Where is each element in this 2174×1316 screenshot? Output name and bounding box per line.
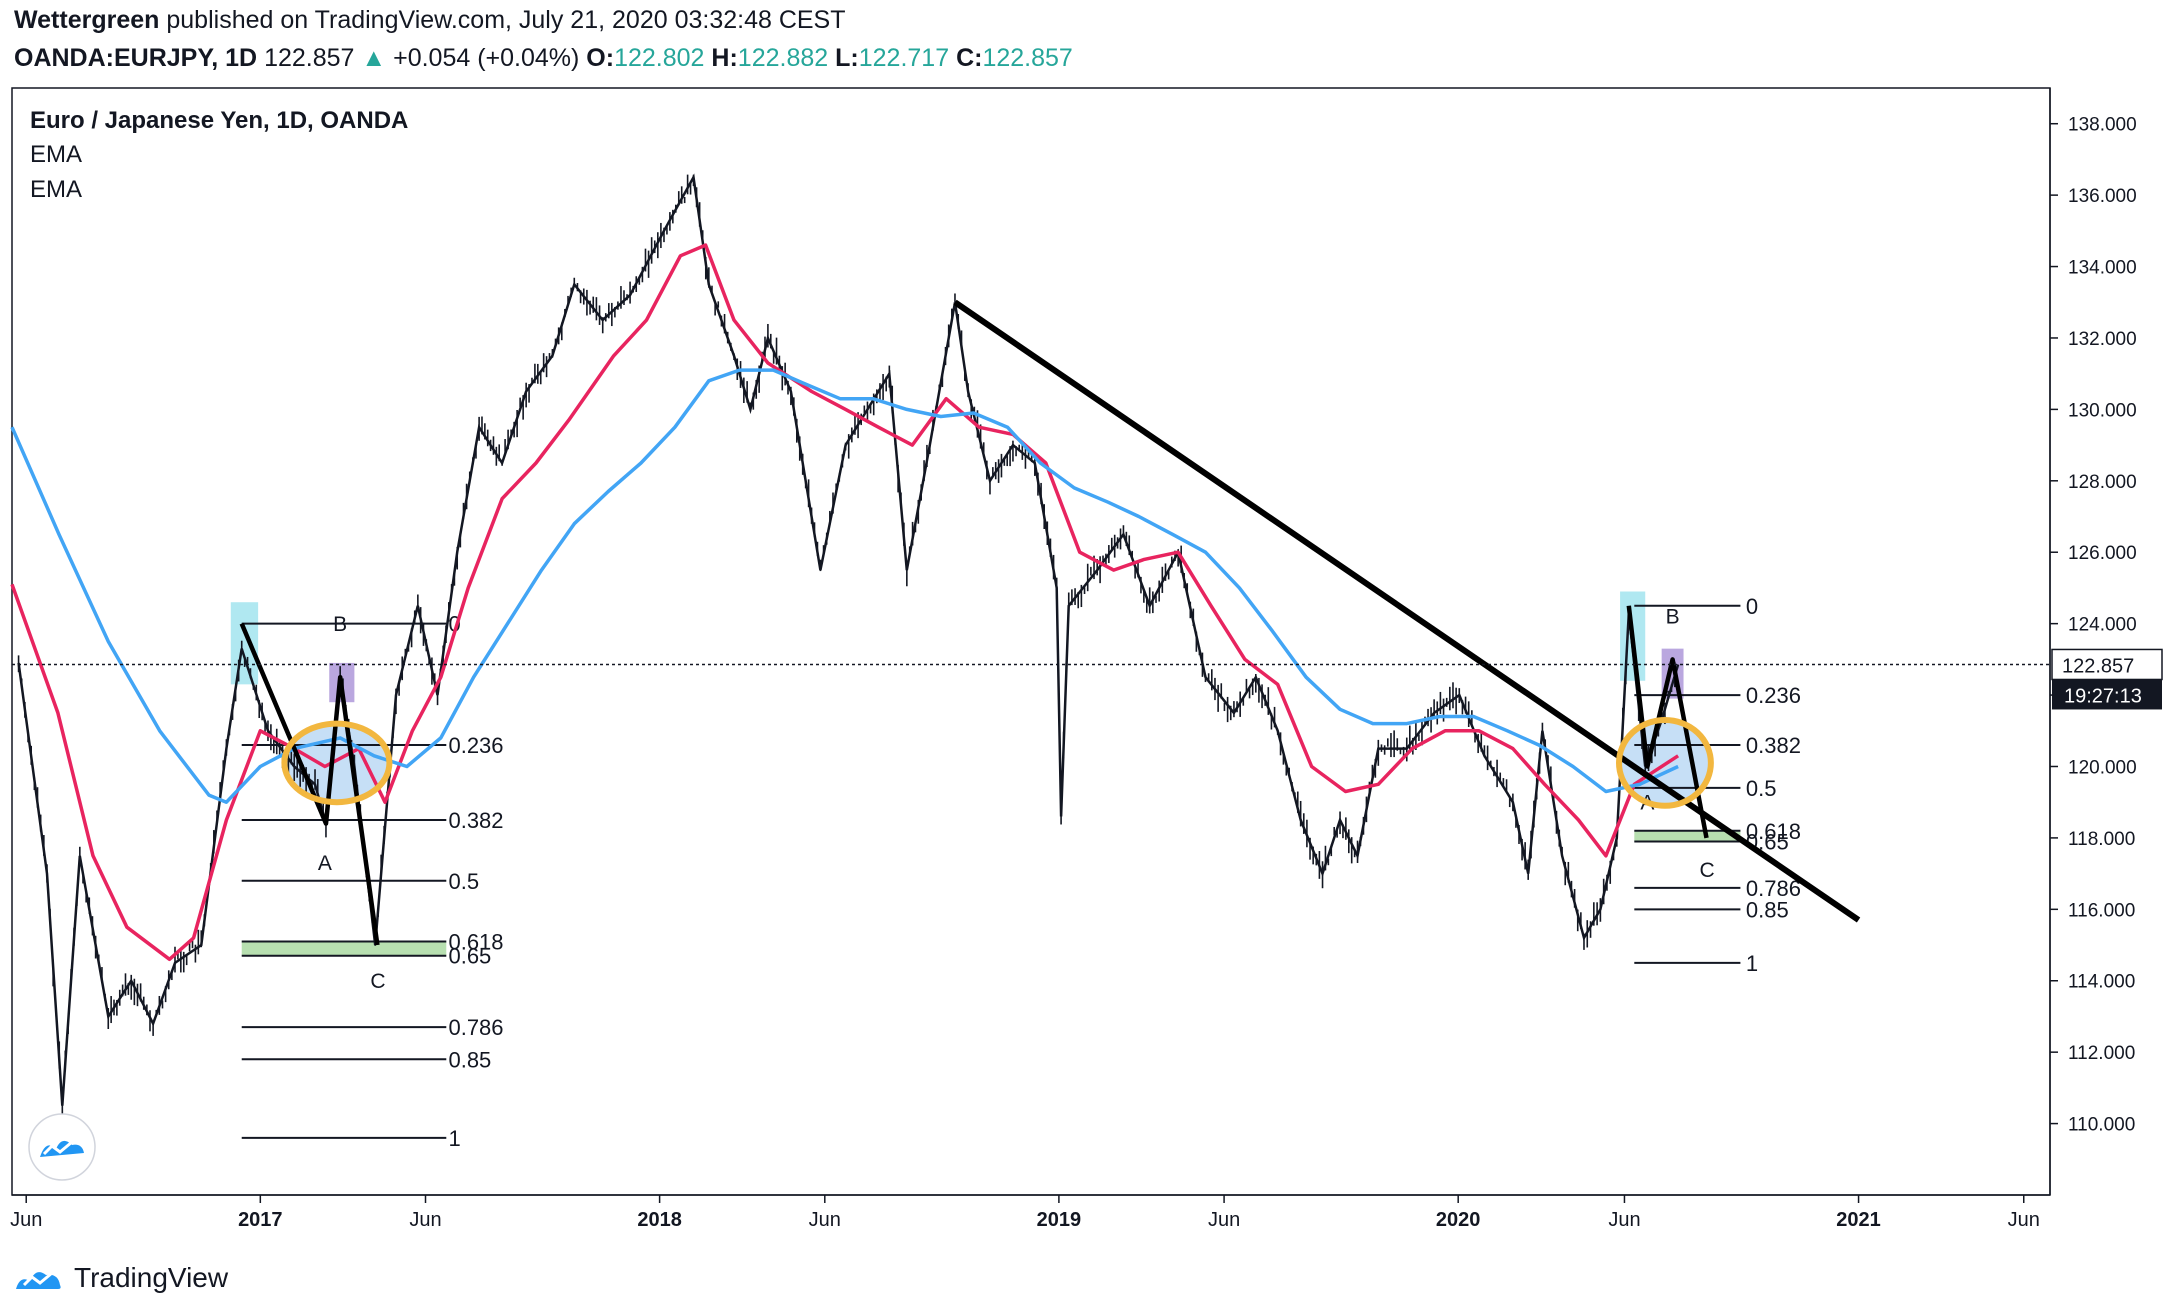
x-tick-label: Jun [2008,1209,2040,1231]
y-tick-label: 138.000 [2068,115,2137,136]
price-series [17,173,1680,1115]
ema-fast-line [10,243,1680,962]
y-tick-label: 116.000 [2068,900,2135,921]
x-tick-label: 2018 [637,1209,682,1231]
abc-label: B [333,613,347,636]
y-tick-label: 126.000 [2068,543,2137,564]
fib-level-label: 1 [1746,951,1758,976]
ema-lines [10,243,1680,962]
y-tick-label: 118.000 [2068,829,2135,850]
fib-level-label: 0.236 [448,733,503,758]
y-tick-label: 132.000 [2068,329,2137,350]
chart-title: Euro / Japanese Yen, 1D, OANDA [30,107,408,134]
last-price: 122.857 [264,44,355,72]
fib-golden-zone [241,941,447,956]
fib-golden-zone [1634,830,1741,842]
fib-level-label: 0.85 [448,1047,491,1072]
fib-level-label: 0.618 [1746,819,1801,844]
y-tick-label: 130.000 [2068,400,2137,421]
y-tick-label: 110.000 [2068,1115,2135,1136]
symbol-label[interactable]: OANDA:EURJPY, 1D [14,44,258,72]
x-tick-label: Jun [1608,1209,1640,1231]
ohlc-bar: OANDA:EURJPY, 1D 122.857 ▲ +0.054 (+0.04… [14,44,1073,73]
x-tick-label: 2017 [238,1209,283,1231]
change-value: +0.054 (+0.04%) [393,44,580,72]
countdown-label: 19:27:13 [2064,685,2142,707]
fib-level-label: 0.786 [1746,876,1801,901]
abc-label: C [370,970,385,993]
x-tick-label: 2020 [1436,1209,1481,1231]
x-tick-label: Jun [409,1209,441,1231]
low-label: L: [835,44,859,72]
high-value: 122.882 [737,44,829,72]
abc-path[interactable] [1626,605,1709,839]
y-tick-label: 136.000 [2068,186,2137,207]
y-tick-label: 124.000 [2068,615,2137,636]
up-arrow-icon: ▲ [361,44,387,72]
x-tick-label: 2019 [1037,1209,1082,1231]
ellipse-outlines [281,717,1714,809]
y-tick-label: 114.000 [2068,972,2135,993]
ellipse-zone-outline [281,720,393,806]
y-axis[interactable]: 110.000 112.000 114.000 116.000 118.000 120.0… [2049,88,2163,1195]
trendline-line[interactable] [953,299,1861,923]
tradingview-logo-icon[interactable] [14,1263,64,1293]
fib-level-label: 0.65 [448,944,491,969]
close-value: 122.857 [982,44,1073,72]
high-label: H: [711,44,738,72]
countdown-tag [2052,679,2162,710]
x-tick-label: Jun [1208,1209,1240,1231]
highlight-boxes [230,591,1684,703]
ellipse-zone-outline [1615,717,1714,809]
ema-slow-line [10,368,1679,804]
y-tick-label: 134.000 [2068,258,2137,279]
fib-level-label: 0.5 [448,869,479,894]
publish-info: Wettergreen published on TradingView.com… [14,6,846,35]
fib-level-label: 0.382 [1746,733,1801,758]
trendline[interactable] [953,299,1861,923]
close-label: C: [956,44,983,72]
y-tick-label: 128.000 [2068,472,2137,493]
x-axis[interactable]: Jun 2017 Jun 2018 Jun 2019 Jun 2020 Jun 2021 Jun [10,1194,2050,1231]
tradingview-watermark-icon[interactable] [28,1113,96,1181]
fib-level-label: 0.382 [448,808,503,833]
fib-level-label: 0.85 [1746,897,1789,922]
x-tick-label: 2021 [1836,1209,1881,1231]
abc-label: B [1666,606,1680,629]
open-label: O: [586,44,615,72]
abc-path[interactable] [239,622,380,946]
y-tick-label: 112.000 [2068,1043,2135,1064]
fib-level-label: 0 [1746,594,1758,619]
abc-label: C [1700,859,1715,882]
publisher-name[interactable]: Wettergreen [14,6,160,34]
fib-retracements[interactable]: 00.2360.3820.50.6180.650.7860.85100.2360… [241,594,1801,1151]
chart-frame [11,87,2051,1196]
low-value: 122.717 [858,44,950,72]
publish-text: published on TradingView.com, July 21, 2… [159,6,846,34]
y-tick-label: 120.000 [2068,757,2137,778]
footer-brand[interactable]: TradingView [74,1262,229,1293]
fib-level-label: 0.236 [1746,683,1801,708]
fib-level-label: 0.5 [1746,776,1777,801]
fib-level-label: 0.618 [448,929,503,954]
footer: TradingView [14,1262,228,1294]
current-price-label: 122.857 [2062,655,2134,677]
x-tick-label: Jun [10,1209,42,1231]
fib-level-label: 0.786 [448,1015,503,1040]
fib-level-label: 1 [448,1126,460,1151]
x-tick-label: Jun [809,1209,841,1231]
legend-ema-2[interactable]: EMA [30,176,82,203]
open-value: 122.802 [614,44,705,72]
highlight-box-cyan [230,602,259,685]
legend-ema-1[interactable]: EMA [30,141,82,168]
abc-label: A [318,852,332,875]
